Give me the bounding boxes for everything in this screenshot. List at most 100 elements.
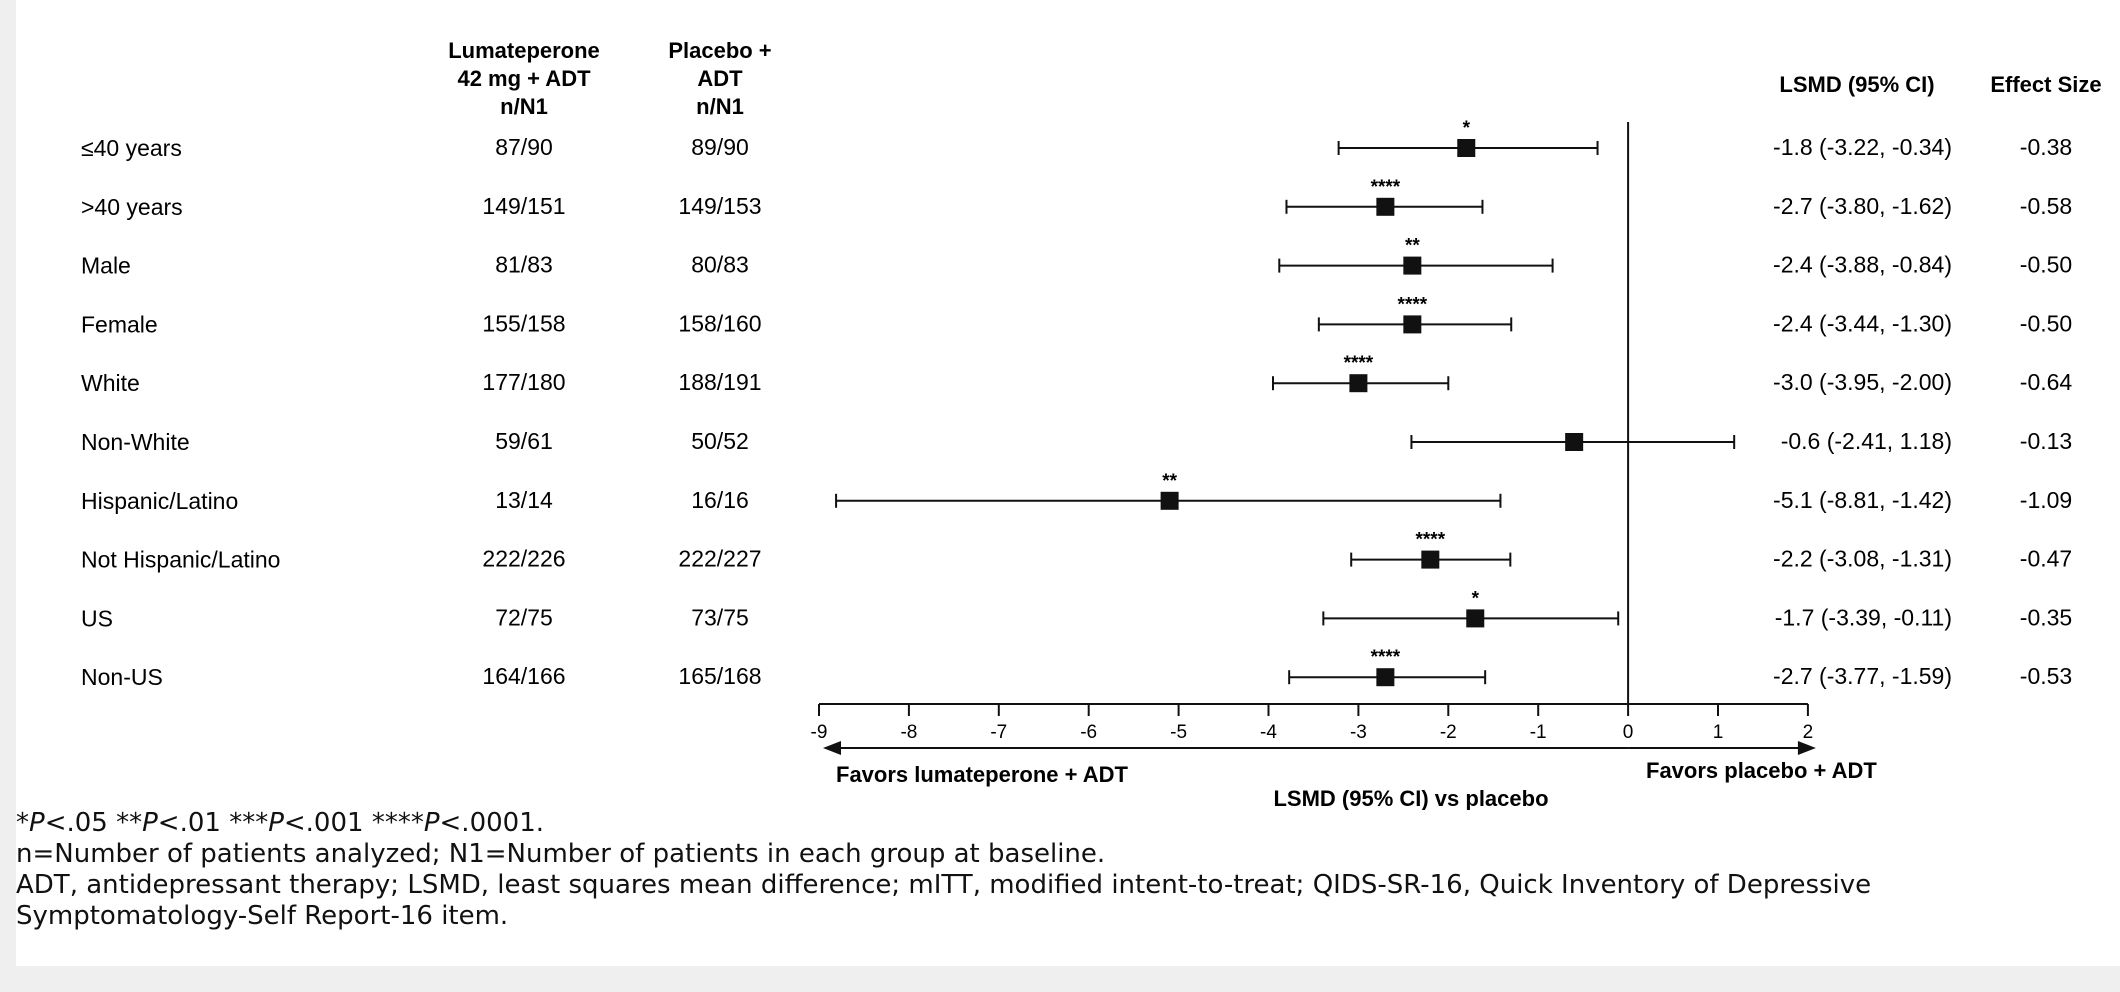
effect-size-value: -0.50 <box>2020 252 2072 278</box>
forest-row: Male 81/83 80/83 -2.4 (-3.88, -0.84) -0.50 ** <box>81 236 2072 279</box>
footnotes: *P<.05 **P<.01 ***P<.001 ****P<.0001. n=… <box>16 808 2096 932</box>
subgroup-label: Male <box>81 253 131 279</box>
p-symbol: P <box>423 808 440 838</box>
significance-marker: ** <box>1162 471 1177 492</box>
point-estimate <box>1160 491 1179 510</box>
lumateperone-n: 222/226 <box>482 546 565 572</box>
lsmd-ci-value: -3.0 (-3.95, -2.00) <box>1773 369 1952 395</box>
forest-rows: ≤40 years 87/90 89/90 -1.8 (-3.22, -0.34) -0… <box>81 118 2072 690</box>
p-threshold: <.001 <box>283 808 364 838</box>
forest-plot: Lumateperone 42 mg + ADT n/N1 Placebo + … <box>81 38 2102 811</box>
placebo-n: 50/52 <box>691 428 749 454</box>
header-lsmd: LSMD (95% CI) <box>1779 72 1934 97</box>
footnote-significance: *P<.05 **P<.01 ***P<.001 ****P<.0001. <box>16 808 2096 839</box>
subgroup-label: US <box>81 605 113 631</box>
header-placebo-line2: ADT <box>697 66 743 91</box>
subgroup-label: Hispanic/Latino <box>81 488 238 514</box>
x-tick-label: -8 <box>900 722 917 743</box>
forest-row: US 72/75 73/75 -1.7 (-3.39, -0.11) -0.35 * <box>81 588 2072 631</box>
lsmd-ci-value: -2.2 (-3.08, -1.31) <box>1773 546 1952 572</box>
placebo-n: 158/160 <box>678 310 761 336</box>
placebo-n: 16/16 <box>691 487 749 513</box>
significance-stars: *** <box>229 808 269 838</box>
lumateperone-n: 87/90 <box>495 134 553 160</box>
lumateperone-n: 155/158 <box>482 310 565 336</box>
subgroup-label: >40 years <box>81 194 183 220</box>
arrowhead-left <box>823 741 841 755</box>
lumateperone-n: 81/83 <box>495 252 553 278</box>
forest-row: ≤40 years 87/90 89/90 -1.8 (-3.22, -0.34) -0… <box>81 118 2072 161</box>
lumateperone-n: 164/166 <box>482 663 565 689</box>
effect-size-value: -0.38 <box>2020 134 2072 160</box>
p-threshold: <.05 <box>44 808 108 838</box>
header-lumateperone-line1: Lumateperone <box>448 38 600 63</box>
lumateperone-n: 13/14 <box>495 487 553 513</box>
header-lumateperone-line3: n/N1 <box>500 94 548 119</box>
header-effect-size: Effect Size <box>1990 72 2101 97</box>
x-tick-label: -3 <box>1350 722 1367 743</box>
effect-size-value: -0.58 <box>2020 193 2072 219</box>
header-placebo-line3: n/N1 <box>696 94 744 119</box>
forest-row: >40 years 149/151 149/153 -2.7 (-3.80, -1.6… <box>81 177 2072 220</box>
effect-size-value: -0.50 <box>2020 310 2072 336</box>
significance-marker: **** <box>1416 530 1446 551</box>
subgroup-label: Non-US <box>81 664 163 690</box>
arrowhead-right <box>1797 741 1816 755</box>
x-tick-label: -4 <box>1260 722 1277 743</box>
x-tick-label: -5 <box>1170 722 1187 743</box>
significance-marker: * <box>1463 118 1471 139</box>
significance-stars: **** <box>371 808 424 838</box>
significance-marker: **** <box>1344 353 1374 374</box>
significance-marker: **** <box>1398 294 1428 315</box>
p-symbol: P <box>268 808 284 838</box>
significance-marker: * <box>1472 588 1480 609</box>
lsmd-ci-value: -2.7 (-3.80, -1.62) <box>1773 193 1952 219</box>
x-tick-label: 1 <box>1713 722 1724 743</box>
lsmd-ci-value: -5.1 (-8.81, -1.42) <box>1773 487 1952 513</box>
x-tick-label: -1 <box>1530 722 1547 743</box>
p-symbol: P <box>29 808 45 838</box>
forest-row: Not Hispanic/Latino 222/226 222/227 -2.2 (-… <box>81 530 2072 573</box>
point-estimate <box>1421 550 1440 569</box>
x-tick-label: 2 <box>1803 722 1814 743</box>
forest-row: Non-US 164/166 165/168 -2.7 (-3.77, -1.59) -… <box>81 647 2072 690</box>
placebo-n: 80/83 <box>691 252 749 278</box>
effect-size-value: -0.47 <box>2020 546 2072 572</box>
footnote-abbreviations: ADT, antidepressant therapy; LSMD, least… <box>16 870 1872 900</box>
significance-key: *P<.05 <box>16 808 108 838</box>
effect-size-value: -0.13 <box>2020 428 2072 454</box>
x-axis-label: LSMD (95% CI) vs placebo <box>1273 786 1548 810</box>
point-estimate <box>1403 315 1422 334</box>
lumateperone-n: 72/75 <box>495 604 553 630</box>
placebo-n: 149/153 <box>678 193 761 219</box>
subgroup-label: White <box>81 370 140 396</box>
placebo-n: 222/227 <box>678 546 761 572</box>
favors-lumateperone-label: Favors lumateperone + ADT <box>836 762 1129 787</box>
p-symbol: P <box>142 808 158 838</box>
lsmd-ci-value: -2.4 (-3.44, -1.30) <box>1773 310 1952 336</box>
subgroup-label: ≤40 years <box>81 135 182 161</box>
point-estimate <box>1403 256 1422 275</box>
lsmd-ci-value: -1.7 (-3.39, -0.11) <box>1775 604 1952 630</box>
footnote-n-definition: n=Number of patients analyzed; N1=Number… <box>16 839 1106 869</box>
lsmd-ci-value: -0.6 (-2.41, 1.18) <box>1781 428 1952 454</box>
favors-placebo-label: Favors placebo + ADT <box>1646 758 1877 783</box>
significance-key: ***P<.001 <box>229 808 363 838</box>
title-strip <box>16 0 1116 10</box>
lsmd-ci-value: -2.4 (-3.88, -0.84) <box>1773 252 1952 278</box>
point-estimate <box>1457 139 1476 157</box>
point-estimate <box>1565 433 1584 451</box>
effect-size-value: -0.53 <box>2020 663 2072 689</box>
header-lumateperone: Lumateperone 42 mg + ADT n/N1 <box>448 38 600 119</box>
placebo-n: 188/191 <box>678 369 761 395</box>
lumateperone-n: 149/151 <box>482 193 565 219</box>
x-tick-label: 0 <box>1623 722 1634 743</box>
placebo-n: 89/90 <box>691 134 749 160</box>
lsmd-ci-value: -1.8 (-3.22, -0.34) <box>1773 134 1952 160</box>
point-estimate <box>1466 609 1485 628</box>
lsmd-ci-value: -2.7 (-3.77, -1.59) <box>1773 663 1952 689</box>
lumateperone-n: 177/180 <box>482 369 565 395</box>
figure-card: Lumateperone 42 mg + ADT n/N1 Placebo + … <box>16 0 2120 966</box>
x-tick-label: -2 <box>1440 722 1457 743</box>
header-lumateperone-line2: 42 mg + ADT <box>457 66 591 91</box>
